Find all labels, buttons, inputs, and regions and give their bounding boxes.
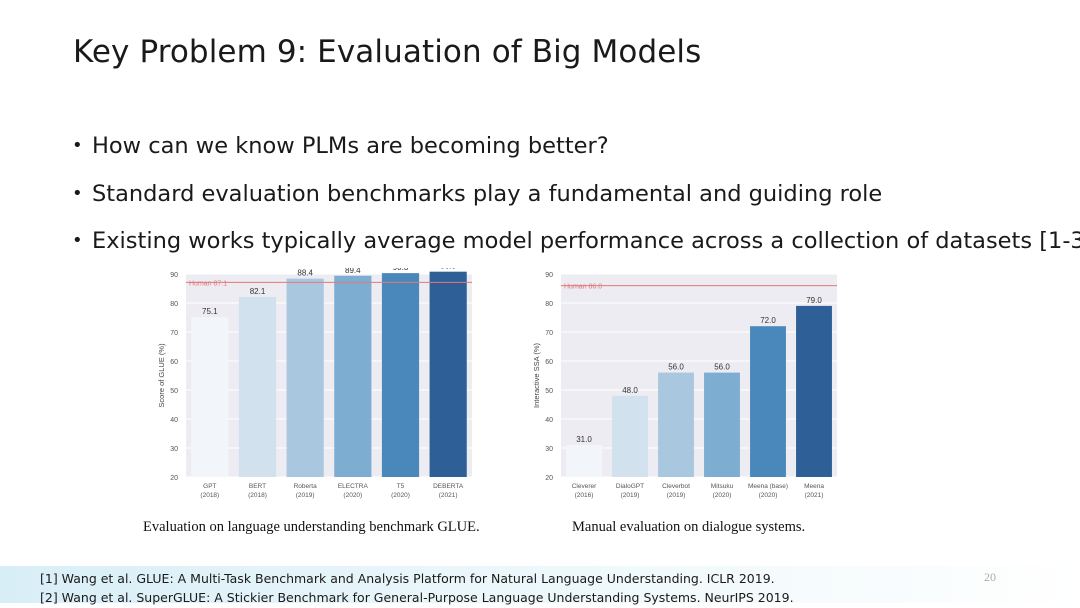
x-tick-label: (2021) (805, 492, 824, 499)
bar-value-label: 72.0 (760, 316, 776, 325)
y-tick-label: 90 (170, 272, 178, 279)
x-tick-label: (2021) (439, 492, 458, 499)
y-tick-label: 50 (545, 388, 553, 395)
bar-value-label: 79.0 (806, 296, 822, 305)
references: [1] Wang et al. GLUE: A Multi-Task Bench… (40, 570, 794, 608)
y-axis-label: Score of GLUE (%) (157, 343, 166, 408)
y-tick-label: 60 (170, 359, 178, 366)
y-tick-label: 50 (170, 388, 178, 395)
x-tick-label: Meena (804, 483, 824, 490)
x-tick-label: (2018) (200, 492, 219, 499)
bar-value-label: 90.8 (440, 268, 456, 271)
x-tick-label: (2016) (575, 492, 594, 499)
glue-bar-chart: 20 30 40 50 60 70 80 90 Score of GLUE (%) 75.1 GPT… (150, 262, 480, 513)
x-tick-label: (2018) (248, 492, 267, 499)
y-tick-label: 70 (545, 330, 553, 337)
bar (658, 372, 694, 477)
chart-svg: 20 30 40 50 60 70 80 90 Interactive SSA (%) 31.0 C… (532, 272, 837, 499)
bar-value-label: 75.1 (202, 307, 218, 316)
x-tick-label: T5 (397, 483, 405, 490)
x-tick-label: GPT (203, 483, 216, 490)
x-tick-label: Cleverer (572, 483, 597, 490)
bar (566, 445, 602, 477)
bar-value-label: 89.4 (345, 268, 361, 275)
x-tick-label: Mitsuku (711, 483, 734, 490)
human-reference-label: Human 86.0 (564, 284, 602, 291)
chart-svg: 20 30 40 50 60 70 80 90 Score of GLUE (%) 75.1 GPT… (157, 262, 472, 499)
x-tick-label: (2020) (713, 492, 732, 499)
bar (612, 395, 648, 477)
y-tick-label: 70 (170, 330, 178, 337)
glue-chart-caption: Evaluation on language understanding ben… (143, 519, 480, 535)
y-tick-label: 80 (170, 301, 178, 308)
y-tick-label: 80 (545, 301, 553, 308)
bar (286, 278, 324, 477)
bar (750, 326, 786, 477)
page-number: 20 (984, 570, 996, 584)
y-tick-label: 30 (545, 446, 553, 453)
bar (334, 275, 372, 477)
reference-item: [2] Wang et al. SuperGLUE: A Stickier Be… (40, 590, 794, 605)
x-tick-label: (2020) (343, 492, 362, 499)
dialogue-bar-chart: 20 30 40 50 60 70 80 90 Interactive SSA (%) 31.0 C… (525, 268, 845, 513)
bullet-item: Existing works typically average model p… (72, 225, 1080, 273)
x-tick-label: (2019) (296, 492, 315, 499)
x-tick-label: (2020) (391, 492, 410, 499)
bar-value-label: 56.0 (668, 363, 684, 372)
x-tick-label: (2019) (667, 492, 686, 499)
bullet-item: Standard evaluation benchmarks play a fu… (72, 178, 1080, 226)
bar-value-label: 56.0 (714, 363, 730, 372)
bar (238, 296, 277, 477)
plot-background (561, 274, 837, 477)
x-tick-label: Roberta (294, 483, 318, 490)
human-reference-label: Human 87.1 (189, 280, 227, 287)
y-tick-label: 60 (545, 359, 553, 366)
y-tick-label: 20 (545, 475, 553, 482)
bar (429, 271, 467, 477)
y-tick-label: 20 (170, 475, 178, 482)
bar-value-label: 48.0 (622, 386, 638, 395)
x-tick-label: Meena (base) (748, 483, 788, 490)
x-tick-label: Cleverbot (662, 483, 690, 490)
y-tick-label: 90 (545, 272, 553, 279)
bullet-item: How can we know PLMs are becoming better… (72, 130, 1080, 178)
y-axis-label: Interactive SSA (%) (532, 342, 541, 408)
bullet-list: How can we know PLMs are becoming better… (72, 130, 1080, 273)
bar (381, 273, 420, 477)
plot-background (186, 274, 472, 477)
slide-title: Key Problem 9: Evaluation of Big Models (73, 34, 702, 70)
y-tick-label: 30 (170, 446, 178, 453)
bar (796, 305, 832, 477)
bar (704, 372, 740, 477)
y-tick-label: 40 (545, 417, 553, 424)
bar-value-label: 82.1 (250, 287, 266, 296)
reference-item: [1] Wang et al. GLUE: A Multi-Task Bench… (40, 571, 775, 586)
x-tick-label: ELECTRA (338, 483, 369, 490)
dialogue-chart-caption: Manual evaluation on dialogue systems. (572, 519, 806, 535)
bar-value-label: 88.4 (297, 269, 313, 278)
x-tick-label: DEBERTA (433, 483, 464, 490)
bar (191, 317, 229, 477)
footer-band (0, 566, 1080, 603)
y-tick-label: 40 (170, 417, 178, 424)
x-tick-label: DialoGPT (616, 483, 644, 490)
bar-value-label: 90.3 (393, 268, 409, 272)
x-tick-label: (2020) (759, 492, 778, 499)
x-tick-label: BERT (249, 483, 266, 490)
bar-value-label: 31.0 (576, 435, 592, 444)
x-tick-label: (2019) (621, 492, 640, 499)
